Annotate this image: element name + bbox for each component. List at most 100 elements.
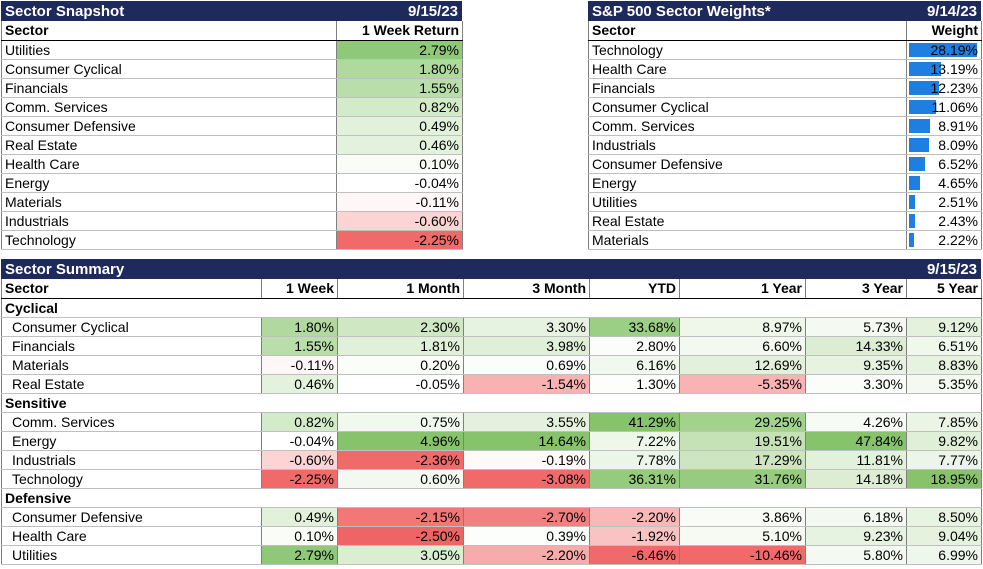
return-value: 31.76% — [679, 469, 806, 489]
sector-name: Technology — [1, 230, 337, 250]
sector-name: Financials — [1, 336, 262, 356]
weights-date: 9/14/23 — [926, 2, 977, 20]
column-header: Sector — [1, 279, 262, 299]
weight-cell: 6.52% — [906, 154, 982, 174]
sector-name: Real Estate — [1, 374, 262, 394]
return-value: 0.75% — [337, 412, 464, 432]
return-value: -0.05% — [337, 374, 464, 394]
sector-name: Consumer Defensive — [1, 507, 262, 527]
weight-value: 2.22% — [938, 231, 978, 248]
return-value: 9.23% — [805, 526, 907, 546]
return-value: -10.46% — [679, 545, 806, 565]
summary-title-bar: Sector Summary 9/15/23 — [1, 259, 981, 279]
weight-cell: 4.65% — [906, 173, 982, 193]
snapshot-title: Sector Snapshot — [5, 2, 125, 20]
summary-title: Sector Summary — [5, 260, 125, 278]
snapshot-table: Sector 1 Week Return Utilities 2.79% Consume… — [1, 21, 463, 250]
sector-name: Health Care — [1, 526, 262, 546]
table-row: Utilities 2.51% — [588, 192, 982, 212]
return-value: 7.77% — [906, 450, 982, 470]
return-value: 9.35% — [805, 355, 907, 375]
weight-value: 2.43% — [938, 212, 978, 229]
return-value: 3.30% — [463, 317, 590, 337]
group-row: Defensive — [1, 488, 982, 508]
table-row: Technology -2.25% 0.60% -3.08% 36.31% 31.76% 1… — [1, 469, 982, 489]
sector-name: Comm. Services — [1, 412, 262, 432]
return-value: 5.35% — [906, 374, 982, 394]
return-value: 19.51% — [679, 431, 806, 451]
return-value: 0.10% — [261, 526, 338, 546]
weight-value: 28.19% — [930, 41, 978, 58]
return-value: 2.79% — [336, 40, 463, 60]
sector-name: Consumer Defensive — [588, 154, 907, 174]
sector-name: Energy — [588, 173, 907, 193]
return-value: 5.10% — [679, 526, 806, 546]
summary-table: Sector 1 Week 1 Month 3 Month YTD 1 Year 3 Yea… — [1, 279, 982, 565]
return-value: 6.60% — [679, 336, 806, 356]
sector-name: Consumer Cyclical — [1, 59, 337, 79]
table-row: Industrials -0.60% -2.36% -0.19% 7.78% 17.29%… — [1, 450, 982, 470]
sector-name: Utilities — [1, 545, 262, 565]
sector-name: Technology — [588, 40, 907, 60]
sector-name: Utilities — [1, 40, 337, 60]
return-value: 5.73% — [805, 317, 907, 337]
table-row: Industrials -0.60% — [1, 211, 463, 231]
table-row: Real Estate 0.46% — [1, 135, 463, 155]
return-value: 3.05% — [337, 545, 464, 565]
return-value: 6.16% — [589, 355, 680, 375]
return-value: 0.49% — [261, 507, 338, 527]
return-value: -2.25% — [336, 230, 463, 250]
weight-bar — [909, 156, 925, 171]
weights-header-row: Sector Weight — [588, 21, 982, 41]
return-value: 0.82% — [261, 412, 338, 432]
table-row: Energy 4.65% — [588, 173, 982, 193]
return-value: -3.08% — [463, 469, 590, 489]
return-value: -0.11% — [261, 355, 338, 375]
return-value: 0.10% — [336, 154, 463, 174]
return-value: -0.60% — [336, 211, 463, 231]
weight-value: 8.09% — [938, 136, 978, 153]
sector-name: Technology — [1, 469, 262, 489]
column-header-sector: Sector — [588, 21, 907, 41]
return-value: 11.81% — [805, 450, 907, 470]
group-row: Sensitive — [1, 393, 982, 413]
table-row: Energy -0.04% — [1, 173, 463, 193]
weight-bar — [909, 137, 929, 152]
column-header: 1 Month — [337, 279, 464, 299]
return-value: 29.25% — [679, 412, 806, 432]
weight-bar — [909, 232, 915, 247]
snapshot-date: 9/15/23 — [407, 2, 458, 20]
return-value: 14.64% — [463, 431, 590, 451]
return-value: 0.82% — [336, 97, 463, 117]
weight-value: 11.06% — [931, 98, 978, 115]
return-value: 41.29% — [589, 412, 680, 432]
return-value: 1.30% — [589, 374, 680, 394]
sector-name: Consumer Cyclical — [1, 317, 262, 337]
group-label: Defensive — [1, 488, 982, 508]
return-value: 2.30% — [337, 317, 464, 337]
return-value: 6.18% — [805, 507, 907, 527]
table-row: Utilities 2.79% 3.05% -2.20% -6.46% -10.46% 5.… — [1, 545, 982, 565]
return-value: 0.39% — [463, 526, 590, 546]
sector-name: Energy — [1, 173, 337, 193]
return-value: 18.95% — [906, 469, 982, 489]
weight-bar — [909, 80, 939, 95]
weight-cell: 11.06% — [906, 97, 982, 117]
return-value: -0.04% — [336, 173, 463, 193]
return-value: -1.54% — [463, 374, 590, 394]
column-header: 3 Month — [463, 279, 590, 299]
weight-value: 12.23% — [930, 79, 978, 96]
return-value: 12.69% — [679, 355, 806, 375]
return-value: -0.60% — [261, 450, 338, 470]
table-row: Consumer Defensive 0.49% — [1, 116, 463, 136]
snapshot-title-bar: Sector Snapshot 9/15/23 — [1, 1, 462, 21]
group-label: Cyclical — [1, 298, 982, 318]
return-value: 1.81% — [337, 336, 464, 356]
table-row: Consumer Cyclical 1.80% — [1, 59, 463, 79]
return-value: -6.46% — [589, 545, 680, 565]
group-row: Cyclical — [1, 298, 982, 318]
weight-value: 6.52% — [938, 155, 978, 172]
table-row: Financials 1.55% — [1, 78, 463, 98]
return-value: 2.80% — [589, 336, 680, 356]
return-value: 7.22% — [589, 431, 680, 451]
